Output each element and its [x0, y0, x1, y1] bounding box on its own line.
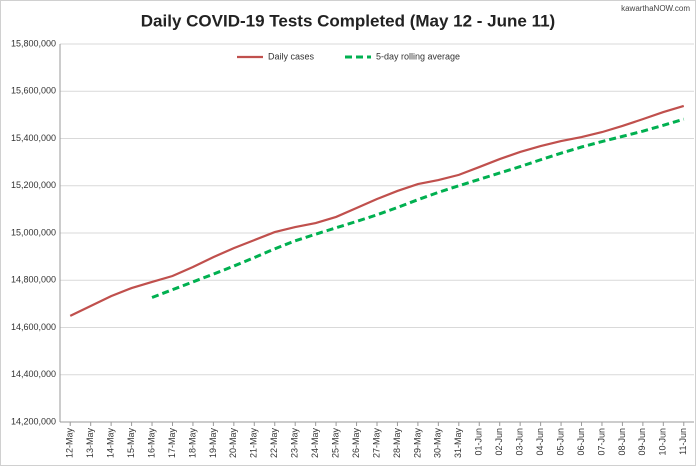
x-tick-label: 19-May [208, 428, 218, 459]
y-tick-label: 15,400,000 [11, 133, 56, 143]
x-tick-label: 26-May [351, 428, 361, 459]
x-tick-label: 20-May [228, 428, 238, 459]
y-tick-label: 15,200,000 [11, 180, 56, 190]
x-tick-label: 11-Jun [678, 428, 688, 455]
x-tick-label: 04-Jun [535, 428, 545, 456]
x-tick-label: 05-Jun [555, 428, 565, 456]
x-tick-label: 22-May [269, 428, 279, 459]
x-tick-label: 18-May [187, 428, 197, 459]
x-tick-label: 21-May [249, 428, 259, 459]
x-tick-label: 13-May [85, 428, 95, 459]
x-tick-label: 16-May [146, 428, 156, 459]
x-tick-label: 03-Jun [515, 428, 525, 456]
x-tick-label: 15-May [126, 428, 136, 459]
y-tick-label: 15,600,000 [11, 86, 56, 96]
y-tick-label: 14,200,000 [11, 416, 56, 426]
x-tick-label: 28-May [392, 428, 402, 459]
x-tick-label: 07-Jun [596, 428, 606, 456]
x-tick-label: 25-May [330, 428, 340, 459]
x-tick-label: 23-May [290, 428, 300, 459]
x-tick-label: 08-Jun [617, 428, 627, 456]
x-tick-label: 17-May [167, 428, 177, 459]
legend-label: Daily cases [268, 51, 315, 61]
y-tick-label: 14,800,000 [11, 275, 56, 285]
x-tick-label: 12-May [65, 428, 75, 459]
x-tick-label: 31-May [453, 428, 463, 459]
x-tick-label: 14-May [106, 428, 116, 459]
y-tick-label: 14,400,000 [11, 369, 56, 379]
x-tick-label: 06-Jun [576, 428, 586, 456]
series-line [69, 104, 685, 317]
x-tick-label: 30-May [433, 428, 443, 459]
x-tick-label: 24-May [310, 428, 320, 459]
y-tick-label: 15,000,000 [11, 227, 56, 237]
x-tick-label: 02-Jun [494, 428, 504, 456]
y-tick-label: 15,800,000 [11, 38, 56, 48]
x-tick-label: 10-Jun [658, 428, 668, 456]
x-tick-label: 29-May [412, 428, 422, 459]
chart-title: Daily COVID-19 Tests Completed (May 12 -… [141, 11, 555, 30]
x-tick-label: 01-Jun [474, 428, 484, 456]
watermark: kawarthaNOW.com [621, 4, 690, 13]
x-tick-label: 27-May [371, 428, 381, 459]
legend-label: 5-day rolling average [376, 51, 460, 61]
x-tick-label: 09-Jun [637, 428, 647, 456]
y-tick-label: 14,600,000 [11, 322, 56, 332]
